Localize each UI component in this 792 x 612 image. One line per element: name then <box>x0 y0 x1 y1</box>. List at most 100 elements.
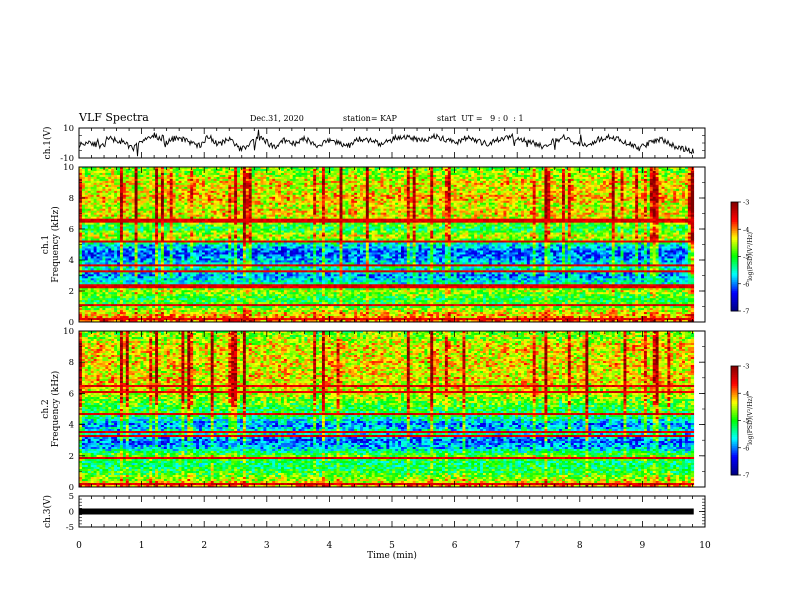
spectrogram-cell <box>96 190 100 194</box>
spectrogram-cell <box>125 288 130 291</box>
spectrogram-cell <box>137 314 141 317</box>
spectrogram-cell <box>119 170 124 174</box>
spectrogram-cell <box>158 208 162 212</box>
spectrogram-cell <box>149 188 153 192</box>
spectrogram-cell <box>257 254 261 257</box>
spectrogram-cell <box>79 252 83 255</box>
spectrogram-cell <box>231 246 235 249</box>
spectrogram-cell <box>105 314 109 317</box>
spectrogram-cell <box>196 260 200 263</box>
spectrogram-cell <box>219 278 223 281</box>
spectrogram-cell <box>128 238 133 241</box>
spectrogram-cell <box>146 224 150 227</box>
spectrogram-cell <box>216 182 220 186</box>
spectrogram-cell <box>251 200 255 204</box>
spectrogram-cell <box>105 184 109 188</box>
spectrogram-cell <box>248 310 253 313</box>
spectrogram-cell <box>201 178 206 182</box>
spectrogram-cell <box>166 274 171 277</box>
spectrogram-cell <box>251 282 255 285</box>
spectrogram-cell <box>248 198 253 202</box>
spectrogram-cell <box>196 220 200 223</box>
spectrogram-cell <box>149 202 153 206</box>
spectrogram-cell <box>199 308 203 311</box>
spectrogram-cell <box>204 230 209 233</box>
spectrogram-cell <box>90 232 94 235</box>
spectrogram-cell <box>181 246 185 249</box>
spectrogram-cell <box>181 244 185 247</box>
spectrogram-cell <box>190 270 194 273</box>
spectrogram-cell <box>234 308 238 311</box>
spectrogram-cell <box>131 282 135 285</box>
spectrogram-cell <box>231 168 235 172</box>
spectrogram-cell <box>184 218 188 222</box>
spectrogram-cell <box>166 260 171 263</box>
spectrogram-cell <box>125 264 130 267</box>
spectrogram-cell <box>242 192 247 196</box>
spectrogram-cell <box>128 232 133 235</box>
spectrogram-cell <box>204 200 209 204</box>
spectrogram-cell <box>175 198 179 202</box>
spectrogram-cell <box>172 210 176 214</box>
spectrogram-cell <box>254 194 258 198</box>
spectrogram-cell <box>96 224 100 227</box>
spectrogram-cell <box>225 260 229 263</box>
spectrogram-cell <box>213 292 217 295</box>
spectrogram-cell <box>169 200 174 204</box>
spectrogram-cell <box>190 232 194 235</box>
spectrogram-cell <box>251 220 255 223</box>
spectrogram-cell <box>79 208 83 212</box>
spectrogram-cell <box>93 296 97 299</box>
spectrogram-cell <box>166 298 171 301</box>
spectrogram-cell <box>96 302 100 305</box>
spectrogram-cell <box>210 314 215 317</box>
spectrogram-cell <box>158 306 162 309</box>
spectrogram-cell <box>228 206 232 210</box>
spectrogram-cell <box>251 206 255 210</box>
spectrogram-cell <box>134 258 138 261</box>
spectrogram-cell <box>131 320 135 323</box>
spectrogram-cell <box>210 234 215 237</box>
spectrogram-cell <box>166 232 171 235</box>
spectrogram-cell <box>187 230 191 233</box>
spectrogram-cell <box>84 240 89 243</box>
spectrogram-cell <box>90 304 94 307</box>
spectrogram-cell <box>240 284 244 287</box>
spectrogram-cell <box>254 296 258 299</box>
spectrogram-cell <box>204 262 209 265</box>
spectrogram-cell <box>175 167 179 170</box>
spectrogram-cell <box>102 206 106 210</box>
spectrogram-cell <box>245 262 250 265</box>
spectrogram-cell <box>219 260 223 263</box>
spectrogram-cell <box>93 286 97 289</box>
spectrogram-cell <box>152 282 156 285</box>
spectrogram-cell <box>137 212 141 216</box>
spectrogram-cell <box>143 270 147 273</box>
spectrogram-cell <box>190 216 194 220</box>
spectrogram-cell <box>93 260 97 263</box>
spectrogram-cell <box>222 286 226 289</box>
spectrogram-cell <box>193 264 197 267</box>
spectrogram-cell <box>257 252 261 255</box>
spectrogram-cell <box>114 264 118 267</box>
spectrogram-cell <box>222 228 226 231</box>
spectrogram-cell <box>119 192 124 196</box>
spectrogram-cell <box>140 210 144 214</box>
spectrogram-cell <box>210 204 215 208</box>
spectrogram-cell <box>155 290 159 293</box>
spectrogram-cell <box>187 282 191 285</box>
spectrogram-cell <box>128 306 133 309</box>
spectrogram-cell <box>143 168 147 172</box>
spectrogram-cell <box>207 168 212 172</box>
spectrogram-cell <box>134 292 138 295</box>
spectrogram-cell <box>240 278 244 281</box>
spectrogram-cell <box>119 264 124 267</box>
spectrogram-cell <box>234 210 238 214</box>
spectrogram-cell <box>228 286 232 289</box>
spectrogram-cell <box>254 298 258 301</box>
spectrogram-cell <box>184 240 188 243</box>
spectrogram-cell <box>251 192 255 196</box>
spectrogram-cell <box>231 274 235 277</box>
spectrogram-cell <box>102 304 106 307</box>
spectrogram-cell <box>163 268 168 271</box>
